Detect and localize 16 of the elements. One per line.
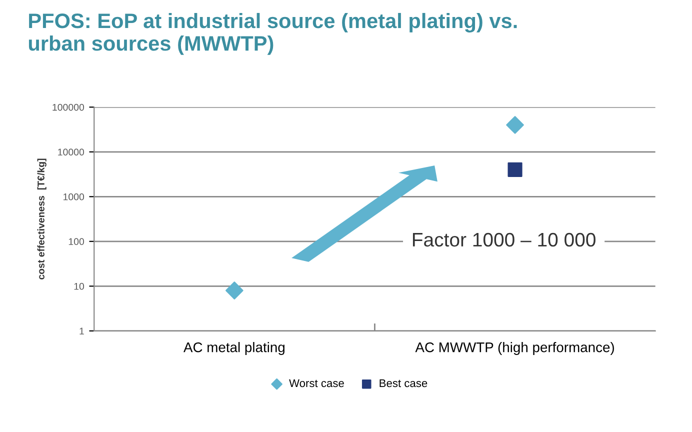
point [226, 282, 244, 300]
y-tick-label: 10 [74, 282, 84, 290]
y-tick-label: 1 [80, 328, 84, 334]
point [506, 116, 524, 134]
y-tick-label: 10000 [58, 148, 84, 156]
x-tick-label: AC metal plating [183, 342, 284, 355]
x-tick-label: AC MWWTP (high performance) [415, 342, 614, 355]
chart-title: PFOS: EoP at industrial source (metal plating) vs. urban sources (MWWTP) [28, 12, 517, 55]
y-axis-title: cost effectiveness [T€/kg] [37, 158, 46, 280]
legend-label: Best case [380, 379, 428, 388]
annotation: Factor 1000 – 10 000 [412, 232, 596, 247]
y-tick-label: 100000 [52, 104, 84, 111]
y-tick-label: 100 [68, 238, 84, 246]
legend-label: Worst case [289, 379, 344, 388]
point [508, 162, 522, 177]
y-tick-label: 1000 [64, 193, 84, 200]
